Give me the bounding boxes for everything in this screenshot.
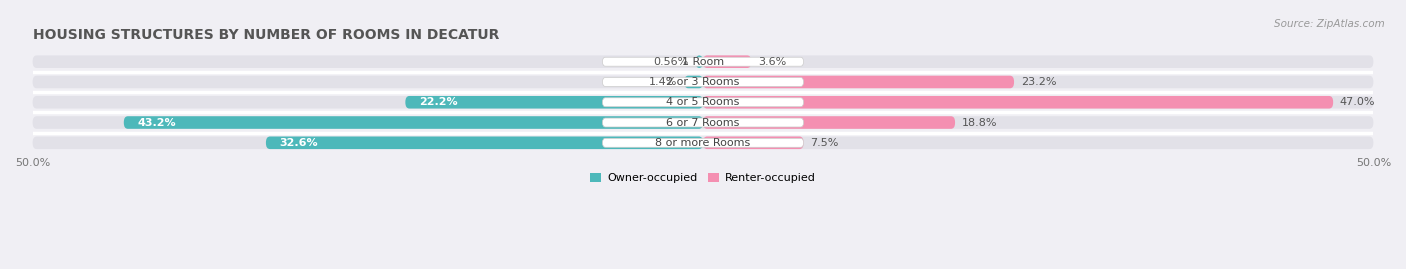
FancyBboxPatch shape (32, 76, 1374, 88)
FancyBboxPatch shape (703, 76, 1014, 88)
FancyBboxPatch shape (32, 55, 1374, 68)
Text: 6 or 7 Rooms: 6 or 7 Rooms (666, 118, 740, 128)
FancyBboxPatch shape (266, 136, 703, 149)
FancyBboxPatch shape (696, 55, 703, 68)
FancyBboxPatch shape (602, 77, 804, 86)
Text: HOUSING STRUCTURES BY NUMBER OF ROOMS IN DECATUR: HOUSING STRUCTURES BY NUMBER OF ROOMS IN… (32, 29, 499, 43)
Text: 2 or 3 Rooms: 2 or 3 Rooms (666, 77, 740, 87)
FancyBboxPatch shape (703, 55, 751, 68)
FancyBboxPatch shape (32, 136, 1374, 149)
FancyBboxPatch shape (703, 116, 955, 129)
FancyBboxPatch shape (685, 76, 703, 88)
FancyBboxPatch shape (124, 116, 703, 129)
Text: 23.2%: 23.2% (1021, 77, 1056, 87)
FancyBboxPatch shape (32, 96, 1374, 108)
Legend: Owner-occupied, Renter-occupied: Owner-occupied, Renter-occupied (586, 169, 820, 188)
FancyBboxPatch shape (602, 98, 804, 107)
Text: 1.4%: 1.4% (650, 77, 678, 87)
Text: 32.6%: 32.6% (280, 138, 318, 148)
Text: 4 or 5 Rooms: 4 or 5 Rooms (666, 97, 740, 107)
Text: 3.6%: 3.6% (758, 57, 786, 67)
FancyBboxPatch shape (602, 57, 804, 66)
FancyBboxPatch shape (32, 116, 1374, 129)
FancyBboxPatch shape (703, 136, 804, 149)
Text: 43.2%: 43.2% (138, 118, 176, 128)
Text: 7.5%: 7.5% (810, 138, 838, 148)
Text: 1 Room: 1 Room (682, 57, 724, 67)
FancyBboxPatch shape (602, 138, 804, 147)
FancyBboxPatch shape (602, 118, 804, 127)
Text: 0.56%: 0.56% (654, 57, 689, 67)
Text: 18.8%: 18.8% (962, 118, 997, 128)
Text: 47.0%: 47.0% (1340, 97, 1375, 107)
Text: 8 or more Rooms: 8 or more Rooms (655, 138, 751, 148)
FancyBboxPatch shape (405, 96, 703, 108)
Text: 22.2%: 22.2% (419, 97, 457, 107)
Text: Source: ZipAtlas.com: Source: ZipAtlas.com (1274, 19, 1385, 29)
FancyBboxPatch shape (703, 96, 1333, 108)
